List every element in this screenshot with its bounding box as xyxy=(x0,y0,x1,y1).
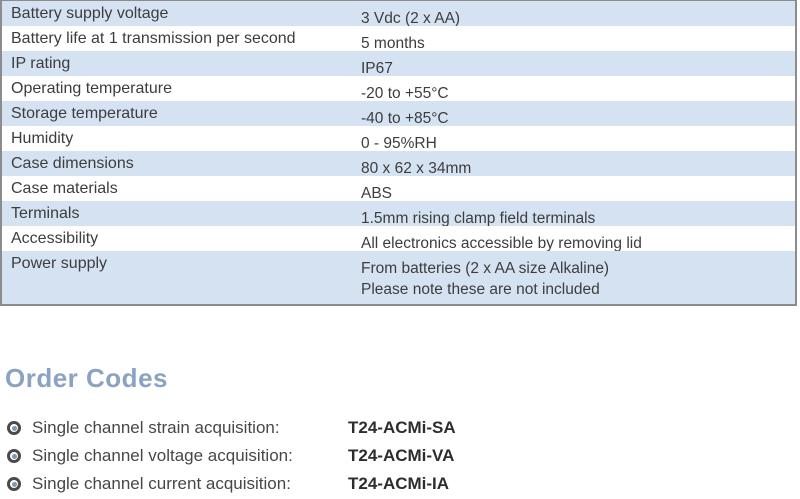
spec-value: 1.5mm rising clamp field terminals xyxy=(361,210,596,226)
order-item-label: Single channel voltage acquisition: xyxy=(32,446,293,465)
spec-value: IP67 xyxy=(361,60,393,76)
bullet-dot xyxy=(11,453,17,459)
spec-label: Storage temperature xyxy=(11,105,158,122)
bullet-dot xyxy=(11,425,17,431)
order-code-item: Single channel current acquisition: T24-… xyxy=(5,470,785,498)
table-row: Battery supply voltage 3 Vdc (2 x AA) xyxy=(2,1,795,26)
spec-label: Terminals xyxy=(11,205,80,222)
table-row: Power supply From batteries (2 x AA size… xyxy=(2,251,795,304)
order-code-item: Single channel voltage acquisition: T24-… xyxy=(5,442,785,470)
spec-value: 5 months xyxy=(361,35,425,51)
spec-label: Battery supply voltage xyxy=(11,5,169,22)
spec-value: -40 to +85°C xyxy=(361,110,449,126)
bullet-target-icon xyxy=(7,477,21,491)
spec-value: -20 to +55°C xyxy=(361,85,449,101)
table-row: Case materials ABS xyxy=(2,176,795,201)
specification-table: Battery supply voltage 3 Vdc (2 x AA) Ba… xyxy=(0,0,797,306)
spec-value: All electronics accessible by removing l… xyxy=(361,235,642,251)
spec-label: Case materials xyxy=(11,180,118,197)
bullet-target-icon xyxy=(7,449,21,463)
spec-value: 3 Vdc (2 x AA) xyxy=(361,10,461,26)
order-codes-list: Single channel strain acquisition: T24-A… xyxy=(5,414,785,498)
order-item-code: T24-ACMi-SA xyxy=(348,418,456,437)
order-item-code: T24-ACMi-IA xyxy=(348,474,450,493)
spec-label: IP rating xyxy=(11,55,71,72)
order-item-label: Single channel strain acquisition: xyxy=(32,418,280,437)
bullet-target-icon xyxy=(7,421,21,435)
bullet-dot xyxy=(11,481,17,487)
order-code-item: Single channel strain acquisition: T24-A… xyxy=(5,414,785,442)
spec-value: ABS xyxy=(361,185,393,201)
order-item-code: T24-ACMi-VA xyxy=(348,446,455,465)
table-row: Battery life at 1 transmission per secon… xyxy=(2,26,795,51)
spec-label: Humidity xyxy=(11,130,74,147)
spec-value: From batteries (2 x AA size Alkaline) Pl… xyxy=(352,251,795,304)
spec-label: Operating temperature xyxy=(11,80,172,97)
spec-value: 0 - 95%RH xyxy=(361,135,437,151)
spec-label: Accessibility xyxy=(11,230,99,247)
table-row: Humidity 0 - 95%RH xyxy=(2,126,795,151)
spec-value-line2: Please note these are not included xyxy=(361,281,600,298)
order-codes-section: Order Codes Single channel strain acquis… xyxy=(5,364,785,498)
spec-label: Power supply xyxy=(11,255,108,272)
spec-label: Case dimensions xyxy=(11,155,134,172)
table-row: Terminals 1.5mm rising clamp field termi… xyxy=(2,201,795,226)
table-row: Accessibility All electronics accessible… xyxy=(2,226,795,251)
table-row: Case dimensions 80 x 62 x 34mm xyxy=(2,151,795,176)
table-row: Operating temperature -20 to +55°C xyxy=(2,76,795,101)
table-row: Storage temperature -40 to +85°C xyxy=(2,101,795,126)
spec-value: 80 x 62 x 34mm xyxy=(361,160,472,176)
order-codes-heading: Order Codes xyxy=(5,363,168,393)
spec-value-line1: From batteries (2 x AA size Alkaline) xyxy=(361,260,610,277)
table-row: IP rating IP67 xyxy=(2,51,795,76)
spec-label: Battery life at 1 transmission per secon… xyxy=(11,30,296,47)
order-item-label: Single channel current acquisition: xyxy=(32,474,291,493)
